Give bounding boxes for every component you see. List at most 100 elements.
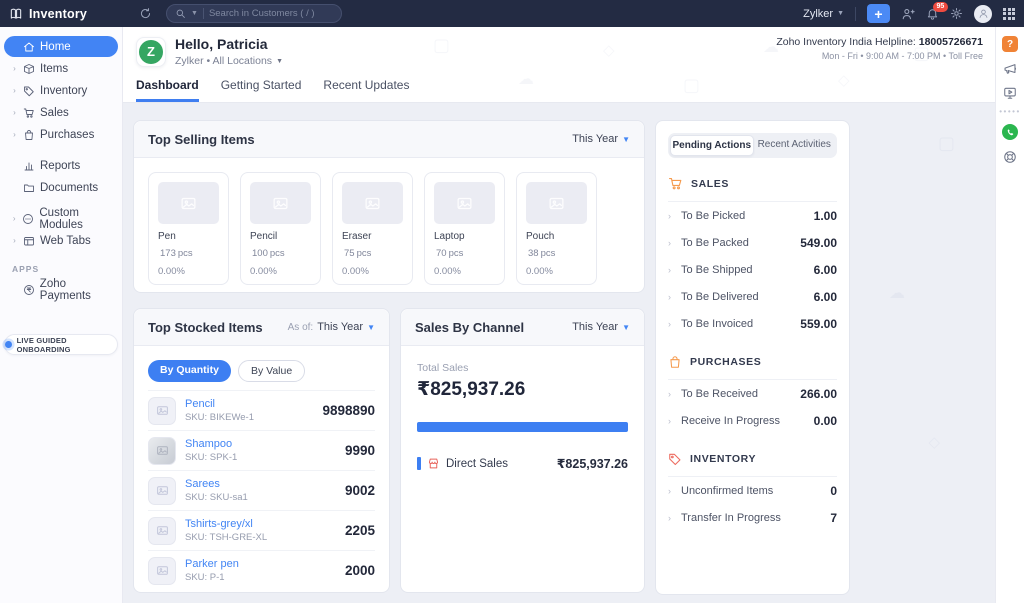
- expand-chevron-icon[interactable]: ›: [13, 108, 16, 117]
- expand-chevron-icon[interactable]: ›: [13, 236, 16, 245]
- pending-row[interactable]: › To Be Received 266.00: [668, 386, 837, 401]
- item-stock-value: 9990: [344, 443, 375, 458]
- pending-row[interactable]: › Unconfirmed Items 0: [668, 483, 837, 498]
- tab-recent-activities[interactable]: Recent Activities: [757, 139, 831, 150]
- settings-gear-icon[interactable]: [950, 7, 963, 20]
- sales-channel-bar: [417, 422, 628, 432]
- expand-chevron-icon[interactable]: ›: [13, 86, 16, 95]
- item-sku: SKU: P-1: [185, 572, 225, 583]
- top-selling-item[interactable]: Eraser 75 pcs 0.00%: [332, 172, 413, 285]
- sidebar-item-reports[interactable]: Reports: [4, 155, 118, 176]
- sidebar-item-custom-modules[interactable]: › Custom Modules: [12, 206, 83, 231]
- by-quantity-toggle[interactable]: By Quantity: [148, 360, 231, 382]
- item-name-link[interactable]: Tshirts-grey/xl: [185, 518, 253, 530]
- pending-row[interactable]: › To Be Packed 549.00: [668, 235, 837, 250]
- reports-chart-icon: [23, 160, 35, 172]
- sidebar-item-zoho-payments[interactable]: Zoho Payments: [4, 278, 118, 302]
- item-change-percent: 0.00%: [250, 266, 277, 277]
- top-selling-item[interactable]: Pen 173 pcs 0.00%: [148, 172, 229, 285]
- chevron-right-icon: ›: [668, 512, 671, 523]
- chevron-right-icon: ›: [668, 318, 671, 329]
- whatsapp-icon[interactable]: [1002, 124, 1018, 140]
- expand-chevron-icon[interactable]: ›: [13, 64, 16, 73]
- chevron-down-icon: ▼: [622, 322, 630, 332]
- dashboard-tabs: Dashboard Getting Started Recent Updates: [136, 78, 409, 102]
- sidebar: Home › Items › Inventory › Sales › Purch…: [0, 27, 123, 603]
- pending-row[interactable]: › Transfer In Progress 7: [668, 510, 837, 525]
- pending-row[interactable]: › To Be Delivered 6.00: [668, 289, 837, 304]
- global-search[interactable]: ▼: [166, 4, 342, 23]
- user-avatar[interactable]: [974, 4, 992, 23]
- sidebar-item-web-tabs[interactable]: › Web Tabs: [4, 230, 118, 251]
- stocked-item-row: Parker pen SKU: P-1 2000: [148, 550, 375, 590]
- quick-create-button[interactable]: +: [867, 4, 890, 23]
- sidebar-item-purchases[interactable]: › Purchases: [4, 124, 118, 145]
- pending-row[interactable]: › To Be Shipped 6.00: [668, 262, 837, 277]
- top-selling-item[interactable]: Pouch 38 pcs 0.00%: [516, 172, 597, 285]
- pending-row[interactable]: › Receive In Progress 0.00: [668, 413, 837, 428]
- sidebar-item-items[interactable]: › Items: [4, 58, 118, 79]
- demo-video-icon[interactable]: [1003, 86, 1017, 100]
- custom-modules-icon: [22, 213, 34, 225]
- help-icon[interactable]: ?: [1002, 36, 1018, 52]
- org-selector[interactable]: Zylker ▼: [803, 7, 844, 20]
- app-logo-icon: [9, 7, 23, 21]
- app-brand[interactable]: Inventory: [9, 7, 127, 21]
- item-change-percent: 0.00%: [526, 266, 553, 277]
- sales-channel-period-dropdown[interactable]: This Year ▼: [572, 321, 630, 333]
- cart-icon: [668, 176, 683, 191]
- channel-name: Direct Sales: [446, 457, 508, 470]
- location-selector[interactable]: Zylker • All Locations ▼: [175, 55, 283, 67]
- home-icon: [23, 41, 35, 53]
- documents-folder-icon: [23, 182, 35, 194]
- pending-row[interactable]: › To Be Invoiced 559.00: [668, 316, 837, 331]
- bag-icon: [668, 355, 682, 369]
- item-image-placeholder-icon: [158, 182, 219, 224]
- search-input[interactable]: [208, 8, 333, 19]
- channel-legend-row: Direct Sales ₹825,937.26: [417, 456, 628, 471]
- tab-pending-actions[interactable]: Pending Actions: [670, 135, 754, 156]
- by-value-toggle[interactable]: By Value: [237, 360, 306, 382]
- chevron-right-icon: ›: [668, 210, 671, 221]
- background-doodle: ▢: [937, 133, 955, 153]
- tab-getting-started[interactable]: Getting Started: [220, 78, 302, 92]
- expand-chevron-icon[interactable]: ›: [12, 214, 16, 223]
- tab-dashboard[interactable]: Dashboard: [136, 78, 199, 102]
- notifications-bell-icon[interactable]: 95: [926, 2, 948, 20]
- zoho-apps-grid-icon[interactable]: [1003, 7, 1015, 20]
- background-doodle: ◇: [838, 72, 850, 89]
- inventory-tag-icon: [23, 85, 35, 97]
- top-selling-period-dropdown[interactable]: This Year ▼: [572, 133, 630, 145]
- live-guided-onboarding-button[interactable]: LIVE GUIDED ONBOARDING: [4, 334, 118, 355]
- item-name-link[interactable]: Parker pen: [185, 558, 239, 570]
- search-scope-chevron-icon[interactable]: ▼: [191, 10, 198, 17]
- items-box-icon: [23, 63, 35, 75]
- item-image-placeholder-icon: [526, 182, 587, 224]
- background-doodle: ▢: [433, 35, 451, 55]
- expand-chevron-icon[interactable]: ›: [13, 130, 16, 139]
- tab-recent-updates[interactable]: Recent Updates: [323, 78, 410, 92]
- section-header-sales: SALES: [668, 176, 837, 191]
- chevron-right-icon: ›: [668, 415, 671, 426]
- announcements-icon[interactable]: [1003, 62, 1017, 76]
- sales-by-channel-card: Sales By Channel This Year ▼ Total Sales…: [400, 308, 645, 593]
- pending-row[interactable]: › To Be Picked 1.00: [668, 208, 837, 223]
- sidebar-item-sales[interactable]: › Sales: [4, 102, 118, 123]
- search-icon: [175, 8, 186, 19]
- top-stocked-period-dropdown[interactable]: As of: This Year ▼: [287, 321, 375, 333]
- item-name-link[interactable]: Sarees: [185, 478, 220, 490]
- background-doodle: ☁: [518, 71, 534, 88]
- sidebar-item-documents[interactable]: Documents: [4, 177, 118, 198]
- support-icon[interactable]: [1003, 150, 1017, 164]
- recent-history-icon[interactable]: [139, 7, 152, 20]
- item-name-link[interactable]: Shampoo: [185, 438, 233, 450]
- sidebar-item-inventory[interactable]: › Inventory: [4, 80, 118, 101]
- invite-user-icon[interactable]: [901, 7, 915, 21]
- top-selling-item[interactable]: Laptop 70 pcs 0.00%: [424, 172, 505, 285]
- item-name-link[interactable]: Pencil: [185, 398, 215, 410]
- sidebar-item-home[interactable]: Home: [4, 36, 118, 57]
- pending-actions-card: Pending Actions Recent Activities SALES …: [655, 120, 850, 595]
- stocked-item-row: Pencil SKU: BIKEWe-1 9898890: [148, 390, 375, 430]
- top-selling-item[interactable]: Pencil 100 pcs 0.00%: [240, 172, 321, 285]
- divider: [668, 201, 837, 202]
